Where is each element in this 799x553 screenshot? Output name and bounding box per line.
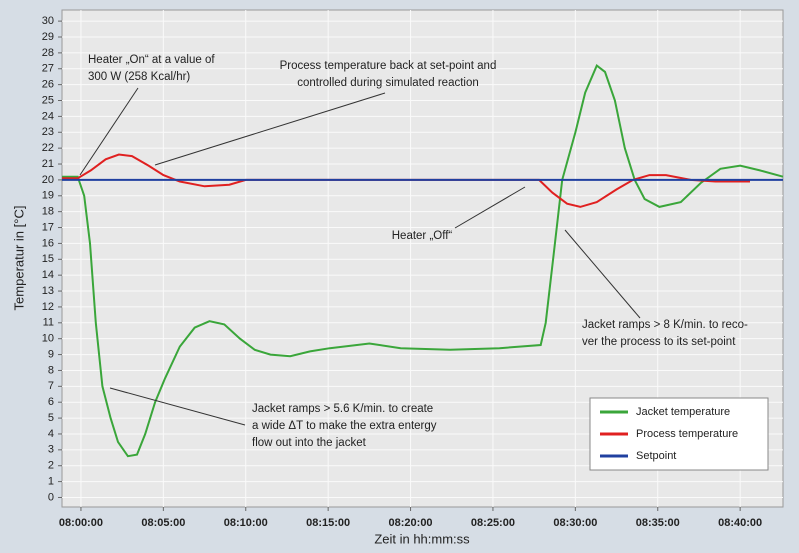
y-tick-label: 6 xyxy=(48,396,54,408)
y-tick-label: 1 xyxy=(48,476,54,488)
x-tick-label: 08:25:00 xyxy=(471,517,515,529)
x-tick-label: 08:30:00 xyxy=(553,517,597,529)
y-tick-label: 4 xyxy=(48,428,54,440)
annotation-arrow xyxy=(154,92,386,166)
annotation-text: Heater „Off“ xyxy=(392,230,453,242)
y-tick-label: 22 xyxy=(42,142,54,154)
y-tick-label: 24 xyxy=(42,110,54,122)
y-tick-label: 11 xyxy=(43,317,54,329)
annotation-text: Process temperature back at set-point an… xyxy=(280,60,497,72)
y-tick-label: 25 xyxy=(42,94,54,106)
y-tick-label: 14 xyxy=(42,269,54,281)
y-tick-label: 3 xyxy=(48,444,54,456)
y-tick-label: 8 xyxy=(48,364,54,376)
y-tick-label: 19 xyxy=(42,190,54,202)
y-tick-label: 9 xyxy=(48,348,54,360)
y-tick-label: 10 xyxy=(42,333,54,345)
annotation-text: flow out into the jacket xyxy=(252,437,367,449)
annotation-text: Heater „On“ at a value of xyxy=(88,54,215,66)
y-tick-label: 27 xyxy=(42,63,54,75)
y-tick-label: 30 xyxy=(42,15,54,27)
annotation-text: a wide ΔT to make the extra entergy xyxy=(252,420,437,432)
y-tick-label: 20 xyxy=(42,174,54,186)
y-tick-label: 12 xyxy=(42,301,54,313)
y-tick-label: 7 xyxy=(48,380,54,392)
x-tick-label: 08:15:00 xyxy=(306,517,350,529)
annotation-text: 300 W (258 Kcal/hr) xyxy=(88,71,190,83)
legend-label: Process temperature xyxy=(636,428,738,440)
x-tick-label: 08:35:00 xyxy=(636,517,680,529)
y-tick-label: 15 xyxy=(42,253,54,265)
y-tick-label: 23 xyxy=(42,126,54,138)
legend-label: Jacket temperature xyxy=(636,406,730,418)
x-tick-label: 08:10:00 xyxy=(224,517,268,529)
y-tick-label: 18 xyxy=(42,206,54,218)
annotation-arrow xyxy=(109,387,246,426)
x-axis-label: Zeit in hh:mm:ss xyxy=(374,531,470,546)
annotation-arrow xyxy=(454,186,526,229)
annotation-text: Jacket ramps > 5.6 K/min. to create xyxy=(252,403,433,415)
y-tick-label: 29 xyxy=(42,31,54,43)
annotation-arrow xyxy=(564,229,641,319)
y-tick-label: 28 xyxy=(42,47,54,59)
x-tick-label: 08:40:00 xyxy=(718,517,762,529)
x-tick-label: 08:00:00 xyxy=(59,517,103,529)
y-tick-label: 0 xyxy=(48,491,54,503)
x-tick-label: 08:20:00 xyxy=(389,517,433,529)
y-tick-label: 13 xyxy=(42,285,54,297)
series-line xyxy=(62,64,784,458)
legend-label: Setpoint xyxy=(636,450,676,462)
annotation-text: controlled during simulated reaction xyxy=(297,77,479,89)
y-tick-label: 17 xyxy=(42,221,54,233)
annotation-text: ver the process to its set-point xyxy=(582,336,736,348)
y-tick-label: 26 xyxy=(42,79,54,91)
y-axis-label: Temperatur in [°C] xyxy=(11,206,26,311)
y-tick-label: 2 xyxy=(48,460,54,472)
y-tick-label: 21 xyxy=(42,158,54,170)
y-tick-label: 16 xyxy=(42,237,54,249)
annotation-arrow xyxy=(79,87,139,176)
annotation-text: Jacket ramps > 8 K/min. to reco- xyxy=(582,319,748,331)
x-tick-label: 08:05:00 xyxy=(141,517,185,529)
y-tick-label: 5 xyxy=(48,412,54,424)
